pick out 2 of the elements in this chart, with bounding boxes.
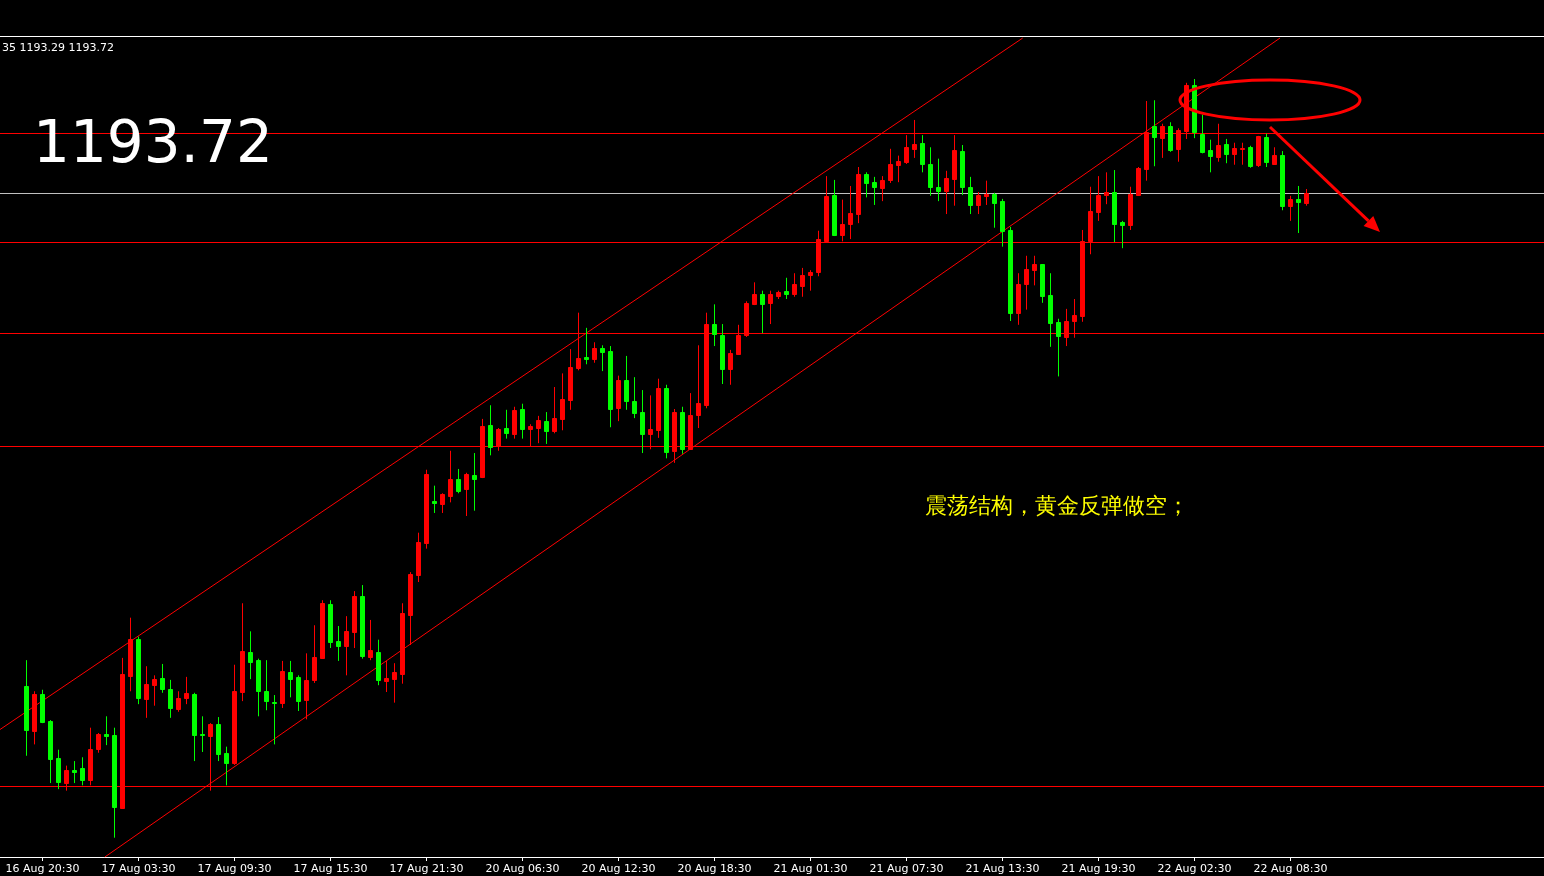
annotation: 震荡结构，黄金反弹做空； (925, 493, 1189, 518)
title: 35 1193.29 1193.72 (2, 41, 114, 54)
